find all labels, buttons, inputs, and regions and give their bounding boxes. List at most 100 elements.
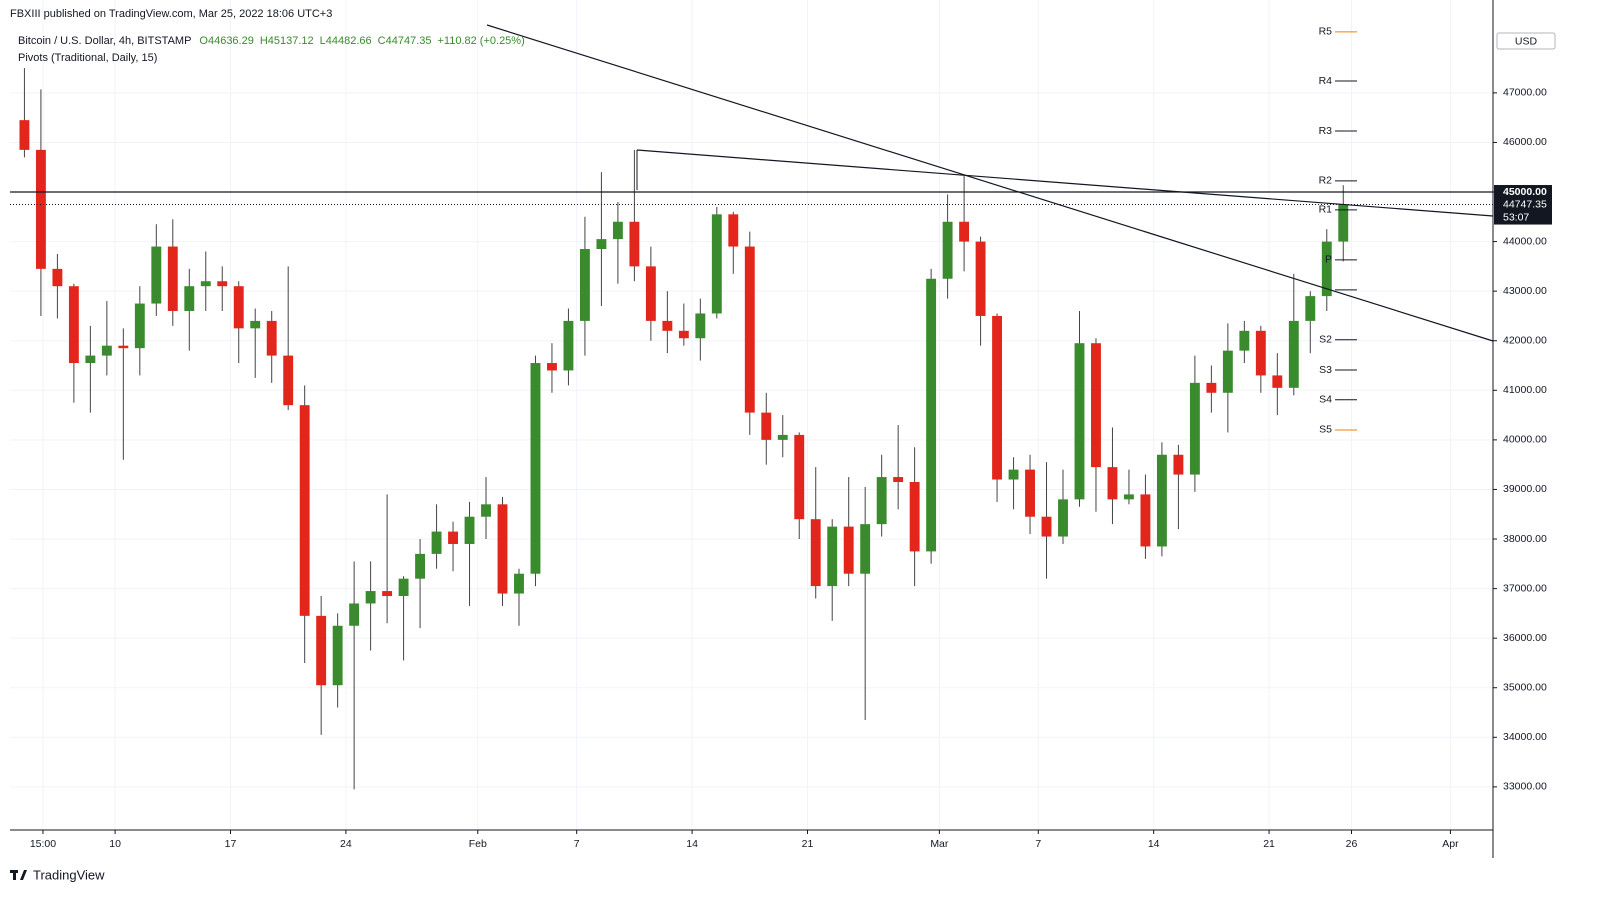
candle-body [349,603,360,626]
y-tick-label: 46000.00 [1503,136,1547,148]
candle-body [1074,343,1085,500]
candle-body [101,345,112,356]
price-label: 44747.35 [1503,198,1547,210]
candle-body [85,355,96,364]
candle-body [810,519,821,587]
y-tick-label: 39000.00 [1503,483,1547,495]
candle-body [1272,375,1283,388]
candle-body [629,221,640,267]
candle-body [200,281,211,287]
x-tick-label: 21 [1263,838,1275,850]
y-tick-label: 34000.00 [1503,731,1547,743]
candle-body [1173,454,1184,475]
candle-body [266,320,277,356]
candle-body [744,246,755,413]
trendline [636,149,1494,217]
plot [19,68,1349,790]
candle-body [1156,454,1167,547]
candle-body [35,149,46,269]
candle-body [876,477,887,525]
candle-body [365,591,376,604]
candle-body [448,531,458,544]
logo-mark [20,870,27,880]
candle-body [579,249,590,321]
footer: TradingView [33,867,105,882]
candle-body [1239,330,1250,351]
candle-body [68,286,79,364]
candle-body [1091,343,1101,468]
currency-button[interactable] [1496,32,1556,50]
legend: Bitcoin / U.S. Dollar, 4h, BITSTAMP O4463… [18,35,525,47]
candle-body [184,286,195,311]
x-tick-label: Mar [930,838,949,850]
candle-body [497,504,508,594]
candle-body [233,286,244,329]
candle-body [547,363,557,371]
x-tick-label: 17 [225,838,237,850]
candle-body [1189,382,1200,475]
candle-body [959,221,970,242]
candle-body [711,214,722,314]
candle-body [530,363,541,574]
candle-body [794,434,805,520]
y-tick-label: 40000.00 [1503,434,1547,446]
pivot-label: S2 [1319,334,1332,346]
y-tick-label: 42000.00 [1503,335,1547,347]
candle-body [415,553,426,579]
candle-body [992,315,1003,480]
candle-body [398,578,409,597]
candle-body [1008,469,1019,480]
candle-body [975,241,986,316]
candle-body [1058,499,1068,537]
y-tick-label: 35000.00 [1503,682,1547,694]
pivot-label: R1 [1319,204,1333,216]
y-tick-label: 33000.00 [1503,781,1547,793]
candle-body [563,320,574,371]
logo [10,870,27,880]
x-tick-label: Feb [469,838,487,850]
candle-body [761,412,772,440]
x-tick-label: 7 [1035,838,1041,850]
candle-body [728,214,739,247]
candle-body [926,278,937,552]
pivot-label: R5 [1319,26,1333,38]
candle-body [1140,494,1151,547]
candle-body [1025,469,1035,517]
y-tick-label: 36000.00 [1503,632,1547,644]
hline-label: 45000.00 [1503,186,1547,198]
candle-body [612,221,623,240]
x-tick-label: 10 [109,838,121,850]
indicator-label: Pivots (Traditional, Daily, 15) [18,52,157,64]
candle-body [481,504,491,517]
x-tick-label: 21 [802,838,814,850]
candle-body [777,434,788,440]
candle-body [843,526,854,574]
price-label-box [1494,197,1552,225]
pivot-label: R3 [1319,125,1333,137]
legend-high: H45137.12 [260,35,314,47]
candle-body [217,281,228,287]
header: FBXIII published on TradingView.com, Mar… [10,8,332,20]
x-tick-label: 14 [686,838,698,850]
candle-body [1338,204,1349,242]
candle-body [151,246,162,304]
candle-body [678,330,689,339]
logo-mark [13,870,16,880]
trendline [486,24,1494,342]
candle-body [52,268,63,287]
pivot-label: S3 [1319,364,1332,376]
legend-change: +110.82 (+0.25%) [438,35,525,47]
countdown: 53:07 [1503,211,1529,223]
candle-body [893,477,904,483]
y-tick-label: 43000.00 [1503,285,1547,297]
legend-symbol: Bitcoin / U.S. Dollar, 4h, BITSTAMP [18,35,191,47]
candle-body [662,320,673,331]
x-tick-label: Apr [1442,838,1459,850]
y-tick-label: 41000.00 [1503,384,1547,396]
candle-body [1222,350,1233,393]
pivot-label: R4 [1319,75,1333,87]
candle-body [332,625,343,686]
candle-body [1107,467,1118,500]
legend-low: L44482.66 [320,35,372,47]
candle-body [382,591,393,597]
